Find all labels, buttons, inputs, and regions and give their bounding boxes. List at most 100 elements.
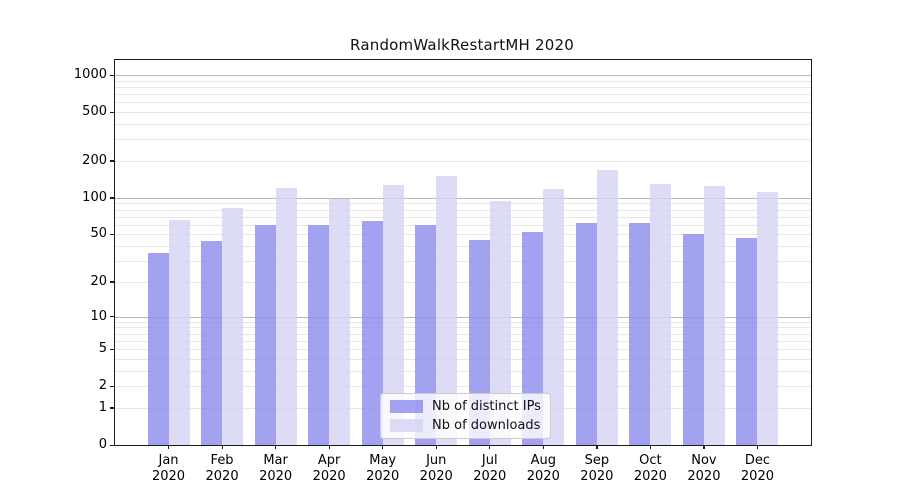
y-tick-label-5: 5	[98, 341, 107, 357]
year-label: 2020	[580, 469, 614, 484]
x-tick-mark-jun	[435, 445, 437, 449]
gridline-minor-400	[115, 124, 811, 125]
bar-nb-of-downloads-apr	[329, 199, 351, 445]
y-tick-mark-100	[110, 197, 115, 199]
x-tick-label-jun: Jun 2020	[406, 453, 466, 485]
bar-nb-of-downloads-dec	[757, 191, 779, 445]
x-tick-label-sep: Sep 2020	[567, 453, 627, 485]
gridline-minor-3	[115, 370, 811, 372]
gridline-minor-60	[115, 224, 811, 226]
legend-label-nb-of-downloads: Nb of downloads	[432, 418, 541, 433]
y-tick-label-2: 2	[98, 378, 107, 394]
year-label: 2020	[419, 469, 453, 484]
year-label: 2020	[312, 469, 346, 484]
legend: Nb of distinct IPs Nb of downloads	[380, 393, 551, 439]
bar-nb-of-distinct-ips-nov	[682, 234, 704, 445]
year-label: 2020	[740, 469, 774, 484]
legend-item-nb-of-distinct-ips: Nb of distinct IPs	[390, 399, 541, 414]
year-label: 2020	[633, 469, 667, 484]
y-tick-mark-1	[110, 407, 115, 409]
x-tick-label-may: May 2020	[353, 453, 413, 485]
x-tick-label-nov: Nov 2020	[674, 453, 734, 485]
y-tick-mark-1000	[110, 74, 115, 76]
year-label: 2020	[259, 469, 293, 484]
gridline-minor-20	[115, 281, 811, 283]
legend-item-nb-of-downloads: Nb of downloads	[390, 418, 541, 433]
bar-nb-of-distinct-ips-jun	[415, 224, 437, 445]
x-tick-mark-feb	[221, 445, 223, 449]
month-label: Apr	[317, 453, 341, 468]
x-tick-mark-jan	[168, 445, 170, 449]
gridline-minor-8	[115, 327, 811, 329]
gridline-minor-6	[115, 340, 811, 342]
y-tick-mark-2	[110, 385, 115, 387]
x-tick-label-apr: Apr 2020	[299, 453, 359, 485]
bar-nb-of-distinct-ips-apr	[308, 224, 330, 445]
y-tick-label-200: 200	[82, 152, 107, 168]
x-tick-label-feb: Feb 2020	[192, 453, 252, 485]
gridline-minor-50	[115, 234, 811, 236]
x-tick-mark-nov	[703, 445, 705, 449]
bar-nb-of-distinct-ips-aug	[522, 232, 544, 445]
bar-nb-of-distinct-ips-feb	[201, 241, 223, 445]
month-label: May	[369, 453, 397, 468]
bar-nb-of-downloads-may	[382, 184, 404, 445]
x-tick-label-jan: Jan 2020	[139, 453, 199, 485]
x-tick-mark-may	[382, 445, 384, 449]
bar-nb-of-distinct-ips-oct	[629, 223, 651, 445]
bar-nb-of-downloads-jan	[168, 219, 190, 445]
month-label: Mar	[263, 453, 288, 468]
bar-nb-of-downloads-oct	[650, 184, 672, 445]
gridline-minor-80	[115, 209, 811, 211]
month-label: Oct	[639, 453, 662, 468]
bar-nb-of-downloads-mar	[275, 188, 297, 445]
gridline-minor-800	[115, 86, 811, 88]
bar-nb-of-downloads-jun	[436, 175, 458, 445]
x-tick-mark-apr	[328, 445, 330, 449]
gridline-minor-200	[115, 160, 811, 162]
gridline-major-1000	[115, 75, 811, 77]
x-tick-mark-jul	[489, 445, 491, 449]
bar-nb-of-downloads-nov	[703, 186, 725, 445]
gridline-major-10	[115, 316, 811, 318]
year-label: 2020	[473, 469, 507, 484]
y-tick-label-10: 10	[90, 308, 107, 324]
x-tick-mark-oct	[649, 445, 652, 449]
y-tick-mark-0	[110, 444, 115, 446]
y-tick-mark-5	[110, 348, 115, 350]
year-label: 2020	[151, 469, 186, 484]
bar-nb-of-distinct-ips-mar	[254, 224, 276, 445]
month-label: Jan	[158, 453, 179, 468]
bar-nb-of-downloads-aug	[543, 188, 565, 445]
y-tick-mark-50	[110, 233, 115, 236]
gridline-minor-4	[115, 358, 811, 360]
y-tick-label-20: 20	[90, 273, 107, 289]
plot-area: Jan 2020 Feb 2020 Mar 2020 Apr 2020 May 2020 Jun 20…	[74, 59, 812, 484]
bar-nb-of-distinct-ips-sep	[575, 223, 597, 445]
month-label: Jul	[481, 453, 498, 468]
y-tick-label-100: 100	[82, 189, 107, 205]
x-tick-mark-dec	[756, 445, 759, 449]
bar-nb-of-downloads-jul	[489, 201, 511, 445]
month-label: Aug	[530, 453, 556, 468]
bar-nb-of-distinct-ips-may	[361, 221, 383, 445]
year-label: 2020	[366, 469, 400, 484]
gridline-minor-7	[115, 333, 811, 335]
gridline-minor-70	[115, 216, 811, 218]
x-tick-label-mar: Mar 2020	[246, 453, 306, 485]
y-tick-label-50: 50	[90, 226, 107, 242]
legend-swatch-nb-of-downloads	[390, 419, 423, 432]
y-tick-mark-10	[110, 316, 115, 318]
bar-nb-of-distinct-ips-dec	[736, 237, 758, 445]
month-label: Sep	[584, 453, 610, 468]
y-tick-label-500: 500	[82, 104, 107, 120]
gridline-minor-500	[115, 112, 811, 114]
gridline-minor-2	[115, 386, 811, 388]
x-tick-mark-aug	[542, 445, 544, 449]
y-tick-mark-500	[110, 111, 115, 113]
x-tick-label-jul: Jul 2020	[460, 453, 520, 485]
y-tick-label-1: 1	[98, 399, 107, 415]
month-label: Feb	[210, 453, 234, 468]
year-label: 2020	[205, 469, 239, 484]
